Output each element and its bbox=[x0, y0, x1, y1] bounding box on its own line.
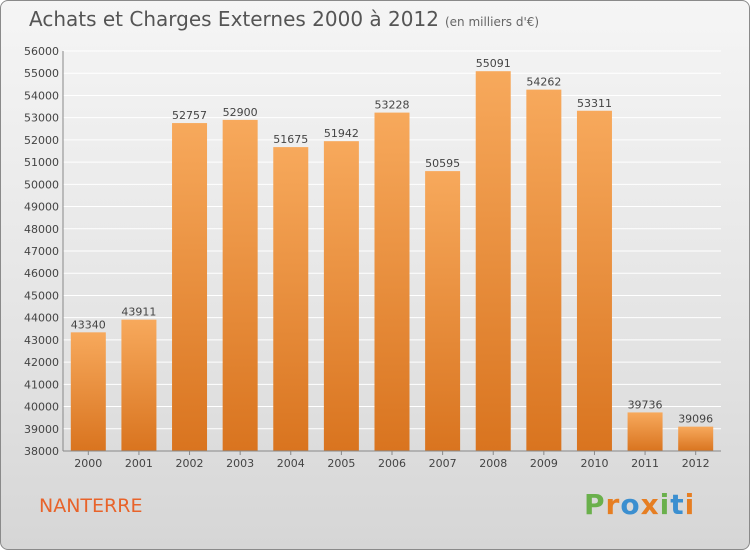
bar-value-label: 39736 bbox=[628, 398, 663, 411]
x-tick-label: 2008 bbox=[479, 457, 507, 470]
x-tick-label: 2005 bbox=[327, 457, 355, 470]
y-tick-label: 51000 bbox=[24, 156, 59, 169]
bar-value-label: 51942 bbox=[324, 127, 359, 140]
bar bbox=[121, 319, 157, 451]
bar-value-label: 43340 bbox=[71, 318, 106, 331]
x-tick-label: 2004 bbox=[277, 457, 305, 470]
bar bbox=[678, 426, 714, 451]
y-tick-label: 43000 bbox=[24, 334, 59, 347]
logo-letter: i bbox=[684, 488, 696, 521]
bar bbox=[475, 71, 511, 451]
logo-letter: t bbox=[670, 488, 685, 521]
chart-title-text: Achats et Charges Externes 2000 à 2012 bbox=[29, 7, 439, 31]
y-tick-label: 50000 bbox=[24, 178, 59, 191]
bar-value-label: 52900 bbox=[223, 106, 258, 119]
y-tick-label: 54000 bbox=[24, 89, 59, 102]
bar-value-label: 39096 bbox=[678, 413, 713, 426]
y-tick-label: 40000 bbox=[24, 401, 59, 414]
bar-value-label: 52757 bbox=[172, 109, 207, 122]
bar-value-label: 50595 bbox=[425, 157, 460, 170]
bar bbox=[526, 89, 562, 451]
bar bbox=[273, 147, 309, 451]
y-tick-label: 45000 bbox=[24, 289, 59, 302]
bar-value-label: 53228 bbox=[375, 99, 410, 112]
bar bbox=[374, 112, 410, 451]
bar bbox=[627, 412, 663, 451]
y-tick-label: 44000 bbox=[24, 312, 59, 325]
y-tick-label: 46000 bbox=[24, 267, 59, 280]
location-label: NANTERRE bbox=[39, 495, 143, 517]
chart-title: Achats et Charges Externes 2000 à 2012 (e… bbox=[29, 7, 539, 31]
bar bbox=[576, 110, 612, 451]
logo-letter: o bbox=[620, 488, 641, 521]
bar-value-label: 43911 bbox=[121, 306, 156, 319]
y-tick-label: 56000 bbox=[24, 45, 59, 58]
y-tick-label: 52000 bbox=[24, 134, 59, 147]
bar-value-label: 51675 bbox=[273, 133, 308, 146]
y-tick-label: 42000 bbox=[24, 356, 59, 369]
y-tick-label: 49000 bbox=[24, 201, 59, 214]
x-tick-label: 2003 bbox=[226, 457, 254, 470]
bar-value-label: 54262 bbox=[526, 76, 561, 89]
proxiti-logo: Proxiti bbox=[584, 488, 695, 521]
y-tick-label: 55000 bbox=[24, 67, 59, 80]
x-tick-label: 2002 bbox=[176, 457, 204, 470]
y-tick-label: 48000 bbox=[24, 223, 59, 236]
x-tick-label: 2012 bbox=[682, 457, 710, 470]
y-tick-label: 39000 bbox=[24, 423, 59, 436]
bar bbox=[172, 123, 208, 452]
x-tick-label: 2007 bbox=[429, 457, 457, 470]
x-tick-label: 2006 bbox=[378, 457, 406, 470]
bar-value-label: 55091 bbox=[476, 57, 511, 70]
logo-letter: x bbox=[640, 488, 660, 521]
y-tick-label: 47000 bbox=[24, 245, 59, 258]
bar bbox=[323, 141, 359, 451]
x-tick-label: 2001 bbox=[125, 457, 153, 470]
bar-value-label: 53311 bbox=[577, 97, 612, 110]
x-tick-label: 2000 bbox=[74, 457, 102, 470]
x-tick-label: 2011 bbox=[631, 457, 659, 470]
x-tick-label: 2010 bbox=[580, 457, 608, 470]
y-tick-label: 38000 bbox=[24, 445, 59, 458]
logo-letter: P bbox=[584, 488, 606, 521]
logo-letter: i bbox=[659, 488, 671, 521]
bar bbox=[425, 171, 461, 451]
chart-subtitle: (en milliers d'€) bbox=[444, 15, 540, 29]
bar bbox=[70, 332, 106, 451]
y-tick-label: 53000 bbox=[24, 112, 59, 125]
y-tick-label: 41000 bbox=[24, 378, 59, 391]
logo-letter: r bbox=[605, 488, 621, 521]
bar bbox=[222, 119, 258, 451]
x-tick-label: 2009 bbox=[530, 457, 558, 470]
